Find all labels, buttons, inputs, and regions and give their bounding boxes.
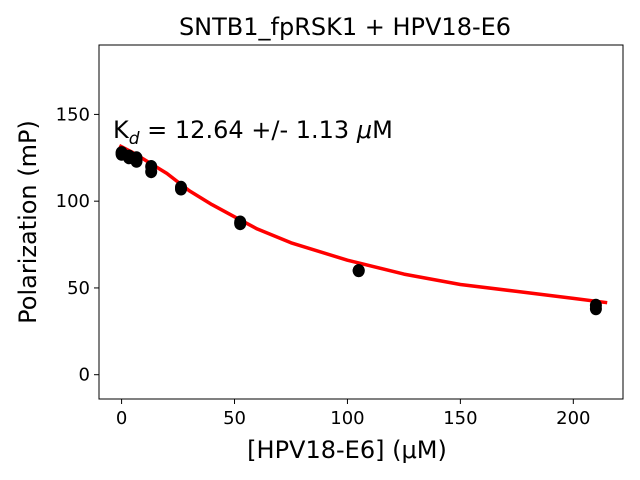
x-tick-label: 150 xyxy=(443,408,477,429)
y-tick-label: 50 xyxy=(67,278,90,299)
x-tick-label: 50 xyxy=(223,408,246,429)
data-point xyxy=(130,154,143,168)
chart-title: SNTB1_fpRSK1 + HPV18-E6 xyxy=(179,13,511,41)
y-axis-ticks: 0 50 100 150 xyxy=(56,104,99,386)
x-axis-label: [HPV18-E6] (μM) xyxy=(247,436,447,464)
x-axis-ticks: 0 50 100 150 200 xyxy=(116,399,590,429)
y-axis-label: Polarization (mP) xyxy=(14,120,42,324)
plot-frame xyxy=(98,44,624,400)
data-point xyxy=(589,302,602,316)
kd-annotation-prefix: K xyxy=(113,116,130,144)
y-tick-label: 150 xyxy=(56,104,90,125)
x-tick-label: 100 xyxy=(330,408,364,429)
data-point xyxy=(234,217,247,231)
kd-annotation-value: = 12.64 +/- 1.13 xyxy=(140,116,357,144)
kd-annotation-mu: μ xyxy=(356,116,372,144)
kd-annotation-unit: M xyxy=(372,116,393,144)
kd-annotation-subscript: d xyxy=(129,129,140,149)
plot-area xyxy=(115,144,608,316)
y-tick-label: 100 xyxy=(56,191,90,212)
y-tick-label: 0 xyxy=(79,365,90,386)
x-tick-label: 0 xyxy=(116,408,127,429)
x-tick-label: 200 xyxy=(556,408,590,429)
kd-annotation: Kd = 12.64 +/- 1.13 μM xyxy=(113,116,393,149)
data-point xyxy=(145,165,158,179)
data-point xyxy=(352,264,365,278)
data-point xyxy=(175,182,187,196)
